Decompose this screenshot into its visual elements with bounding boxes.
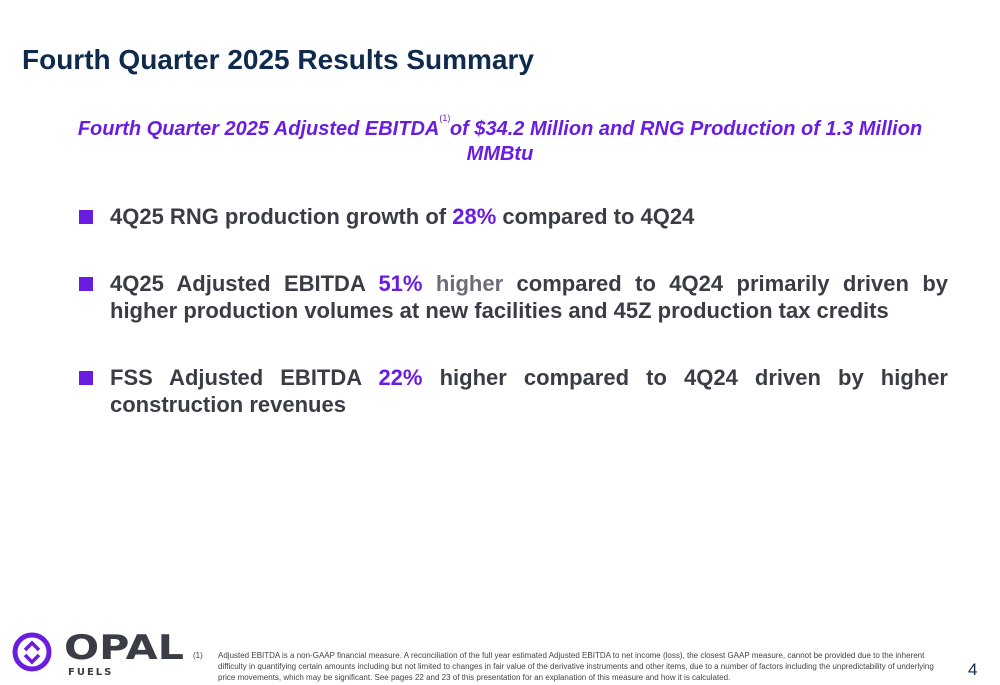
bullet-list: 4Q25 RNG production growth of 28% compar… bbox=[78, 203, 948, 458]
subtitle-text: Fourth Quarter 2025 Adjusted EBITDA bbox=[77, 118, 440, 140]
bullet-item: FSS Adjusted EBITDA 22% higher compared … bbox=[78, 364, 948, 418]
highlight-value: 22% bbox=[378, 365, 423, 390]
svg-text:FUELS: FUELS bbox=[68, 667, 113, 678]
subtitle: Fourth Quarter 2025 Adjusted EBITDA(1) o… bbox=[50, 106, 950, 167]
footnote-text: Adjusted EBITDA is a non-GAAP financial … bbox=[218, 651, 934, 682]
bullet-square-icon bbox=[79, 210, 93, 224]
bullet-item: 4Q25 RNG production growth of 28% compar… bbox=[78, 203, 948, 230]
bullet-item: 4Q25 Adjusted EBITDA 51% higher compared… bbox=[78, 270, 948, 324]
highlight-value: 51% bbox=[378, 271, 423, 296]
page-title: Fourth Quarter 2025 Results Summary bbox=[22, 44, 534, 75]
footnote-ref: (1) bbox=[439, 113, 451, 123]
opal-fuels-logo: OPAL FUELS bbox=[12, 628, 184, 678]
bullet-square-icon bbox=[79, 277, 93, 291]
page-number: 4 bbox=[968, 660, 978, 679]
highlight-value: 28% bbox=[452, 204, 497, 229]
bullet-square-icon bbox=[79, 371, 93, 385]
footnote-number: (1) bbox=[193, 651, 203, 660]
svg-text:OPAL: OPAL bbox=[64, 628, 184, 668]
subtitle-text-rest: of $34.2 Million and RNG Production of 1… bbox=[449, 118, 923, 165]
